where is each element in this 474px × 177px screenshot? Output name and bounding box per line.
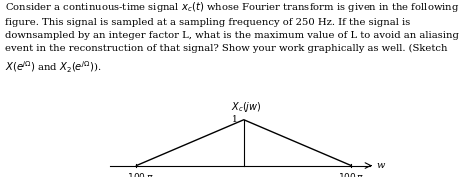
Text: $-100\,\pi$: $-100\,\pi$ [119,171,153,177]
Text: $X_c(jw)$: $X_c(jw)$ [231,100,261,114]
Text: $100\,\pi$: $100\,\pi$ [338,171,364,177]
Text: Consider a continuous-time signal $x_c(t)$ whose Fourier transform is given in t: Consider a continuous-time signal $x_c(t… [5,0,459,75]
Text: 1: 1 [232,115,237,124]
Text: w: w [377,161,385,170]
